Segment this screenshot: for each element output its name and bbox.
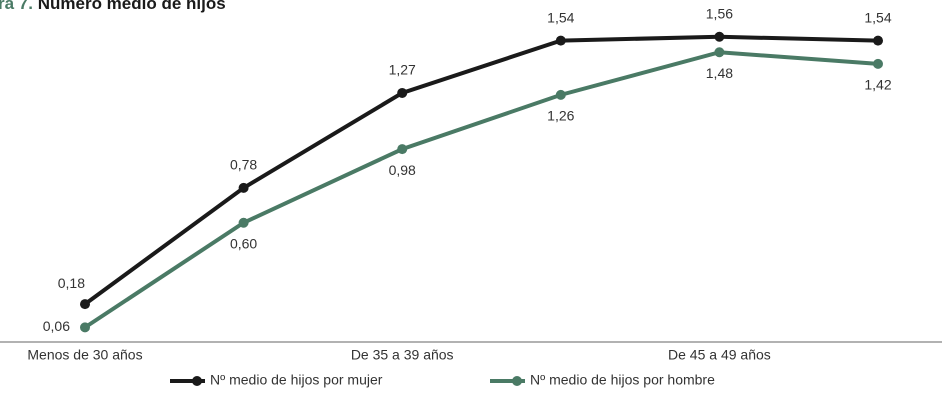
point <box>873 35 883 46</box>
point <box>80 322 90 333</box>
data-label: 1,56 <box>706 5 733 21</box>
title-text: Número medio de hijos <box>38 0 226 13</box>
point <box>238 217 249 228</box>
chart-title: ra 7. Número medio de hijos <box>0 0 226 13</box>
point <box>555 35 566 46</box>
point <box>555 89 566 100</box>
data-label: 0,06 <box>43 318 70 334</box>
point <box>714 31 725 42</box>
legend-label: Nº medio de hijos por mujer <box>210 372 383 388</box>
data-label: 1,27 <box>389 62 416 78</box>
data-label: 1,54 <box>547 9 574 25</box>
data-label: 1,26 <box>547 108 574 124</box>
series-line <box>83 50 879 330</box>
title-label: ra 7. <box>0 0 33 13</box>
point <box>873 58 883 69</box>
data-label: 0,78 <box>230 157 257 173</box>
data-label: 1,48 <box>706 65 733 81</box>
x-tick-label: De 45 a 49 años <box>668 347 771 363</box>
point <box>397 144 408 155</box>
point <box>80 299 90 310</box>
x-tick-label: De 35 a 39 años <box>351 347 454 363</box>
data-label: 1,54 <box>864 9 891 25</box>
point <box>714 47 725 58</box>
x-tick-label: Menos de 30 años <box>27 347 142 363</box>
data-label: 0,60 <box>230 235 257 251</box>
point <box>238 182 249 193</box>
data-label: 1,42 <box>864 77 891 93</box>
data-label: 0,18 <box>58 275 85 291</box>
point <box>397 87 408 98</box>
legend-marker <box>192 376 202 386</box>
legend-label: Nº medio de hijos por hombre <box>530 372 715 388</box>
data-label: 0,98 <box>389 162 416 178</box>
legend-marker <box>512 376 522 386</box>
series-line <box>83 34 879 306</box>
